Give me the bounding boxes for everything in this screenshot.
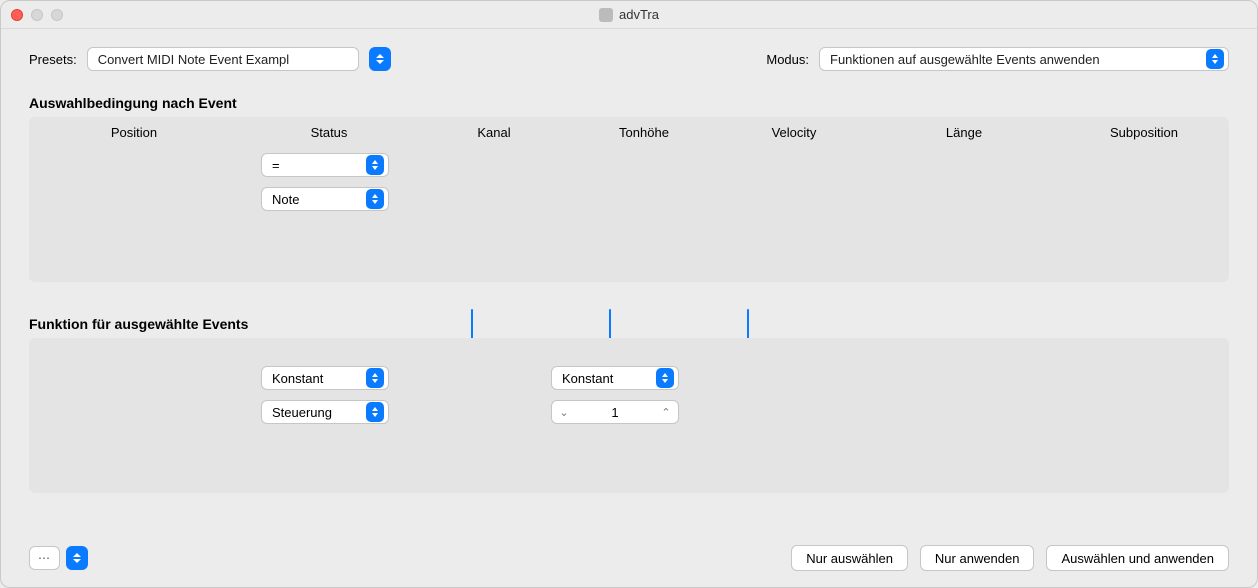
- function-status-mode: Konstant: [272, 371, 360, 386]
- presets-stepper-icon[interactable]: [369, 47, 391, 71]
- bottom-left-controls: ⋯: [29, 546, 88, 570]
- updown-icon: [1206, 49, 1224, 69]
- titlebar: advTra: [1, 1, 1257, 29]
- mode-value: Funktionen auf ausgewählte Events anwend…: [830, 52, 1100, 67]
- condition-status-stack: = Note: [261, 153, 389, 211]
- mode-group: Modus: Funktionen auf ausgewählte Events…: [766, 47, 1229, 71]
- presets-label: Presets:: [29, 52, 77, 67]
- app-window: advTra Presets: Convert MIDI Note Event …: [0, 0, 1258, 588]
- window-title-text: advTra: [619, 7, 659, 22]
- app-icon: [599, 8, 613, 22]
- presets-value: Convert MIDI Note Event Exampl: [98, 52, 289, 67]
- updown-icon: [656, 368, 674, 388]
- updown-icon: [366, 189, 384, 209]
- more-menu-button[interactable]: ⋯: [29, 546, 60, 570]
- col-laenge: Länge: [869, 125, 1059, 140]
- section-function-title: Funktion für ausgewählte Events: [29, 316, 1229, 332]
- ellipsis-icon: ⋯: [38, 551, 51, 565]
- function-tonhoehe-stack: Konstant ⌄ 1 ⌃: [551, 366, 679, 424]
- mode-combobox[interactable]: Funktionen auf ausgewählte Events anwend…: [819, 47, 1229, 71]
- content-area: Presets: Convert MIDI Note Event Exampl …: [1, 29, 1257, 587]
- function-status-mode-select[interactable]: Konstant: [261, 366, 389, 390]
- col-velocity: Velocity: [719, 125, 869, 140]
- updown-icon: [366, 368, 384, 388]
- col-status: Status: [239, 125, 419, 140]
- top-row: Presets: Convert MIDI Note Event Exampl …: [29, 47, 1229, 71]
- apply-only-button[interactable]: Nur anwenden: [920, 545, 1035, 571]
- function-status-value-select[interactable]: Steuerung: [261, 400, 389, 424]
- chevron-down-icon[interactable]: ⌄: [556, 406, 572, 419]
- function-tonhoehe-mode: Konstant: [562, 371, 650, 386]
- select-only-button[interactable]: Nur auswählen: [791, 545, 908, 571]
- select-apply-label: Auswählen und anwenden: [1061, 551, 1214, 566]
- col-position: Position: [29, 125, 239, 140]
- updown-icon: [366, 155, 384, 175]
- bottom-bar: ⋯ Nur auswählen Nur anwenden Auswählen u…: [29, 545, 1229, 571]
- column-headers: Position Status Kanal Tonhöhe Velocity L…: [29, 117, 1229, 147]
- more-stepper-icon[interactable]: [66, 546, 88, 570]
- select-only-label: Nur auswählen: [806, 551, 893, 566]
- section-condition-title: Auswahlbedingung nach Event: [29, 95, 1229, 111]
- traffic-lights: [11, 9, 63, 21]
- condition-status-value-select[interactable]: Note: [261, 187, 389, 211]
- presets-group: Presets: Convert MIDI Note Event Exampl: [29, 47, 391, 71]
- chevron-up-icon[interactable]: ⌃: [658, 406, 674, 419]
- select-and-apply-button[interactable]: Auswählen und anwenden: [1046, 545, 1229, 571]
- function-status-value: Steuerung: [272, 405, 360, 420]
- condition-status-operator: =: [272, 158, 360, 173]
- zoom-window-icon[interactable]: [51, 9, 63, 21]
- updown-icon: [366, 402, 384, 422]
- function-status-stack: Konstant Steuerung: [261, 366, 389, 424]
- function-panel: Konstant Steuerung Konstant: [29, 338, 1229, 493]
- close-window-icon[interactable]: [11, 9, 23, 21]
- col-subposition: Subposition: [1059, 125, 1229, 140]
- presets-combobox[interactable]: Convert MIDI Note Event Exampl: [87, 47, 359, 71]
- bottom-right-buttons: Nur auswählen Nur anwenden Auswählen und…: [791, 545, 1229, 571]
- condition-status-value: Note: [272, 192, 360, 207]
- window-title: advTra: [599, 7, 659, 22]
- function-tonhoehe-stepper[interactable]: ⌄ 1 ⌃: [551, 400, 679, 424]
- condition-status-operator-select[interactable]: =: [261, 153, 389, 177]
- apply-only-label: Nur anwenden: [935, 551, 1020, 566]
- function-tonhoehe-mode-select[interactable]: Konstant: [551, 366, 679, 390]
- function-tonhoehe-value: 1: [572, 405, 658, 420]
- condition-panel: Position Status Kanal Tonhöhe Velocity L…: [29, 117, 1229, 282]
- mode-label: Modus:: [766, 52, 809, 67]
- minimize-window-icon[interactable]: [31, 9, 43, 21]
- col-kanal: Kanal: [419, 125, 569, 140]
- col-tonhoehe: Tonhöhe: [569, 125, 719, 140]
